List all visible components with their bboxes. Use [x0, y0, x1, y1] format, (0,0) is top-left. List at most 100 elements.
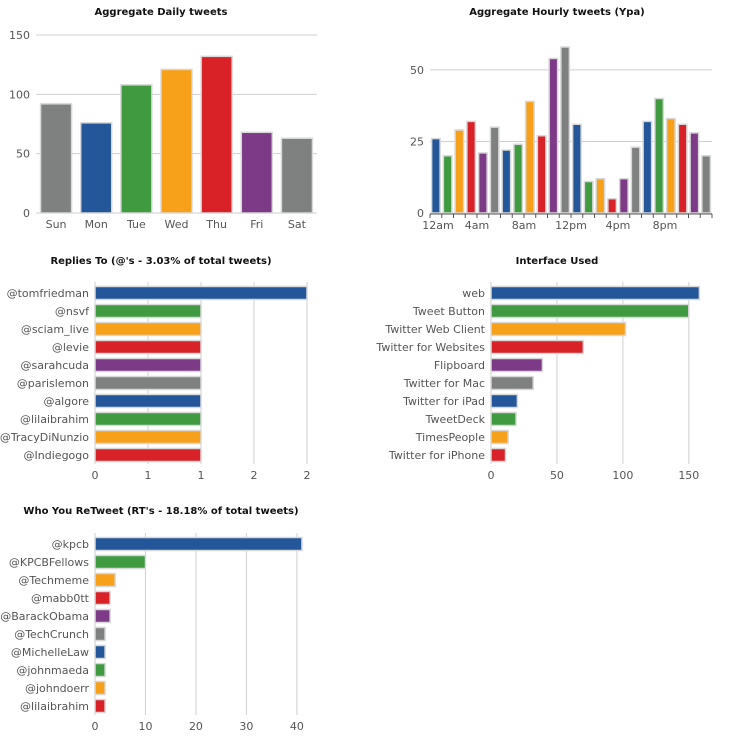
bar-17[interactable] — [630, 146, 641, 214]
bar-@parislemon[interactable] — [94, 375, 202, 391]
bar-20[interactable] — [665, 117, 676, 214]
bar-22[interactable] — [689, 132, 700, 214]
x-tick-label: Mon — [85, 218, 108, 231]
category-label: @nsvf — [55, 305, 90, 318]
bar-@KPCBFellows[interactable] — [94, 554, 147, 570]
bar-@Techmeme[interactable] — [94, 572, 116, 588]
bar-21[interactable] — [677, 123, 688, 214]
x-tick-label: 8am — [512, 219, 536, 232]
x-tick-label: 1 — [145, 469, 152, 482]
bar-Sun[interactable] — [39, 103, 73, 214]
bar-@algore[interactable] — [94, 393, 202, 409]
bar-@johnmaeda[interactable] — [94, 662, 106, 678]
category-label: TimesPeople — [415, 431, 485, 444]
bar-Tweet Button[interactable] — [490, 303, 690, 319]
bar-web[interactable] — [490, 285, 701, 301]
bar-Tue[interactable] — [120, 84, 153, 214]
bar-2[interactable] — [454, 129, 465, 214]
bar-TimesPeople[interactable] — [490, 429, 509, 445]
x-tick-label: 30 — [239, 720, 253, 733]
chart-daily: Aggregate Daily tweets 0 50 100 150 Sun Mon Tue… — [9, 7, 317, 231]
bar-@sciam_live[interactable] — [94, 321, 202, 337]
x-tick-label: 50 — [550, 469, 564, 482]
bar-14[interactable] — [595, 177, 606, 214]
x-tick-label: Fri — [250, 218, 263, 231]
bar-16[interactable] — [618, 177, 629, 214]
bar-@mabb0tt[interactable] — [94, 590, 111, 606]
y-tick-label: 100 — [9, 88, 30, 101]
chart-title-replies: Replies To (@'s - 3.03% of total tweets) — [50, 256, 271, 267]
category-label: @levie — [52, 341, 89, 354]
bar-19[interactable] — [654, 97, 665, 214]
y-tick-label: 150 — [9, 29, 30, 42]
bar-Sat[interactable] — [280, 137, 314, 214]
bar-@BarackObama[interactable] — [94, 608, 111, 624]
bar-@johndoerr[interactable] — [94, 680, 106, 696]
bar-TweetDeck[interactable] — [490, 411, 517, 427]
chart-title-hourly: Aggregate Hourly tweets (Ypa) — [469, 7, 645, 18]
bar-13[interactable] — [583, 180, 594, 214]
bar-@lilaibrahim[interactable] — [94, 411, 202, 427]
bar-3[interactable] — [466, 120, 477, 214]
bar-6[interactable] — [501, 149, 512, 214]
bar-Twitter for Websites[interactable] — [490, 339, 585, 355]
x-tick-label: 10 — [138, 720, 152, 733]
category-label: @tomfriedman — [7, 287, 89, 300]
x-tick-label: 12am — [422, 219, 453, 232]
bar-@TechCrunch[interactable] — [94, 626, 106, 642]
bar-Twitter for Mac[interactable] — [490, 375, 534, 391]
category-label: @MichelleLaw — [11, 646, 89, 659]
bar-Thu[interactable] — [200, 55, 233, 214]
x-tick-label: 4pm — [606, 219, 631, 232]
bar-Fri[interactable] — [240, 131, 274, 214]
bar-12[interactable] — [571, 123, 582, 214]
x-tick-label: 100 — [612, 469, 633, 482]
category-label: @KPCBFellows — [9, 556, 89, 569]
bar-0[interactable] — [430, 137, 441, 214]
bar-@levie[interactable] — [94, 339, 202, 355]
bar-@sarahcuda[interactable] — [94, 357, 202, 373]
bar-Twitter for iPhone[interactable] — [490, 447, 507, 463]
bar-Flipboard[interactable] — [490, 357, 544, 373]
bar-@Indiegogo[interactable] — [94, 447, 202, 463]
bar-Twitter Web Client[interactable] — [490, 321, 627, 337]
bar-@MichelleLaw[interactable] — [94, 644, 106, 660]
chart-interface: Interface Used 0 50 100 150 web Tweet Button Tw… — [375, 256, 701, 482]
x-tick-label: 12pm — [555, 219, 587, 232]
bar-8[interactable] — [524, 100, 535, 214]
bar-4[interactable] — [477, 152, 488, 214]
category-label: Twitter for iPad — [402, 395, 485, 408]
bar-@TracyDiNunzio[interactable] — [94, 429, 202, 445]
category-label: @johndoerr — [25, 682, 90, 695]
bar-@tomfriedman[interactable] — [94, 285, 308, 301]
x-tick-label: 8pm — [653, 219, 678, 232]
chart-title-interface: Interface Used — [516, 256, 599, 267]
bar-5[interactable] — [489, 126, 500, 214]
bar-10[interactable] — [548, 57, 559, 214]
bar-@nsvf[interactable] — [94, 303, 202, 319]
bar-@lilaibrahim[interactable] — [94, 698, 106, 714]
bar-7[interactable] — [513, 143, 524, 214]
category-label: Twitter for Mac — [403, 377, 485, 390]
bar-18[interactable] — [642, 120, 653, 214]
bar-9[interactable] — [536, 134, 547, 214]
bar-Mon[interactable] — [79, 122, 113, 214]
bar-Twitter for iPad[interactable] — [490, 393, 519, 409]
category-label: Twitter for Websites — [375, 341, 485, 354]
category-label: Twitter Web Client — [384, 323, 485, 336]
x-tick-label: 0 — [92, 469, 99, 482]
bar-15[interactable] — [607, 197, 618, 214]
bar-1[interactable] — [442, 155, 453, 214]
y-tick-label: 25 — [410, 135, 424, 148]
chart-replies: Replies To (@'s - 3.03% of total tweets)… — [0, 256, 311, 482]
bar-@kpcb[interactable] — [94, 536, 303, 552]
bar-Wed[interactable] — [160, 68, 193, 214]
category-label: @TechCrunch — [14, 628, 89, 641]
category-label: @mabb0tt — [31, 592, 90, 605]
bar-11[interactable] — [560, 46, 571, 214]
bar-23[interactable] — [701, 155, 712, 214]
category-label: @Indiegogo — [24, 449, 90, 462]
x-tick-label: Sun — [46, 218, 67, 231]
category-label: @BarackObama — [0, 610, 89, 623]
